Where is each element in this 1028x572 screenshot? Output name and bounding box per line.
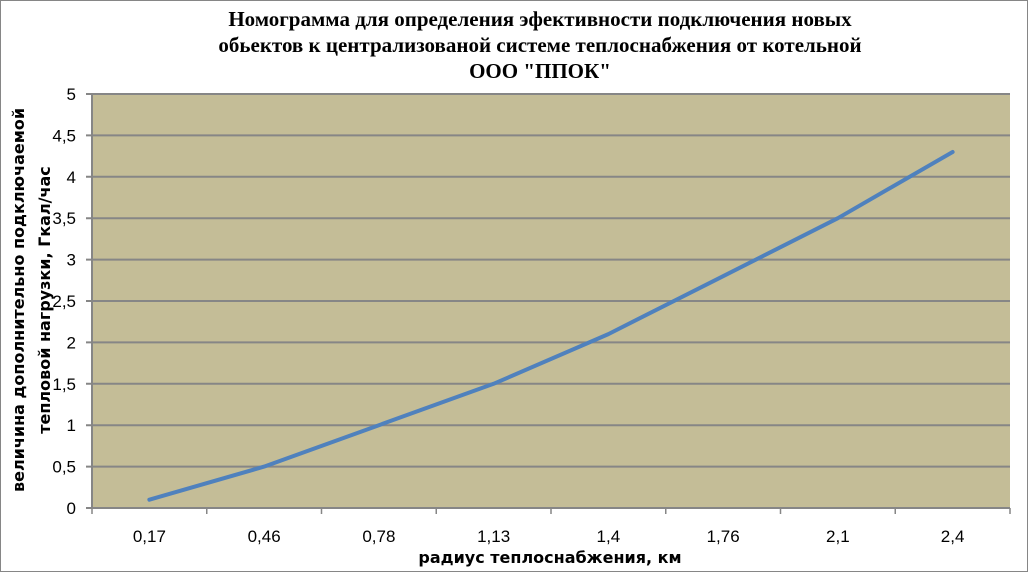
x-tick-label: 1,4 xyxy=(597,527,621,546)
y-tick-label: 1,5 xyxy=(52,375,76,394)
title-line-2: обьектов к централизованой системе тепло… xyxy=(218,33,862,57)
x-tick-label: 0,78 xyxy=(362,527,395,546)
y-tick-label: 2,5 xyxy=(52,292,76,311)
x-tick-label: 2,1 xyxy=(826,527,850,546)
title-line-1: Номограмма для определения эфективности … xyxy=(228,7,852,31)
x-axis-label: радиус теплоснабжения, км xyxy=(418,548,681,567)
y-tick-label: 2 xyxy=(67,333,76,352)
y-tick-label: 3 xyxy=(67,251,76,270)
x-tick-label: 1,13 xyxy=(477,527,510,546)
x-tick-label: 0,17 xyxy=(133,527,166,546)
y-tick-label: 1 xyxy=(67,416,76,435)
y-tick-label: 0,5 xyxy=(52,458,76,477)
chart-title: Номограмма для определения эфективности … xyxy=(0,6,1028,84)
y-axis-label-line-1: величина дополнительно подключаемой xyxy=(9,108,28,492)
title-line-3: ООО "ППОК" xyxy=(469,59,611,83)
x-tick-label: 0,46 xyxy=(248,527,281,546)
series-line xyxy=(147,149,955,502)
x-tick-label: 2,4 xyxy=(941,527,965,546)
y-tick-label: 4 xyxy=(67,168,76,187)
x-tick-label: 1,76 xyxy=(707,527,740,546)
y-tick-label: 4,5 xyxy=(52,126,76,145)
y-tick-label: 3,5 xyxy=(52,209,76,228)
y-tick-label: 5 xyxy=(67,85,76,104)
y-axis-label-line-2: тепловой нагрузки, Гкал/час xyxy=(35,166,54,434)
y-tick-label: 0 xyxy=(67,499,76,518)
